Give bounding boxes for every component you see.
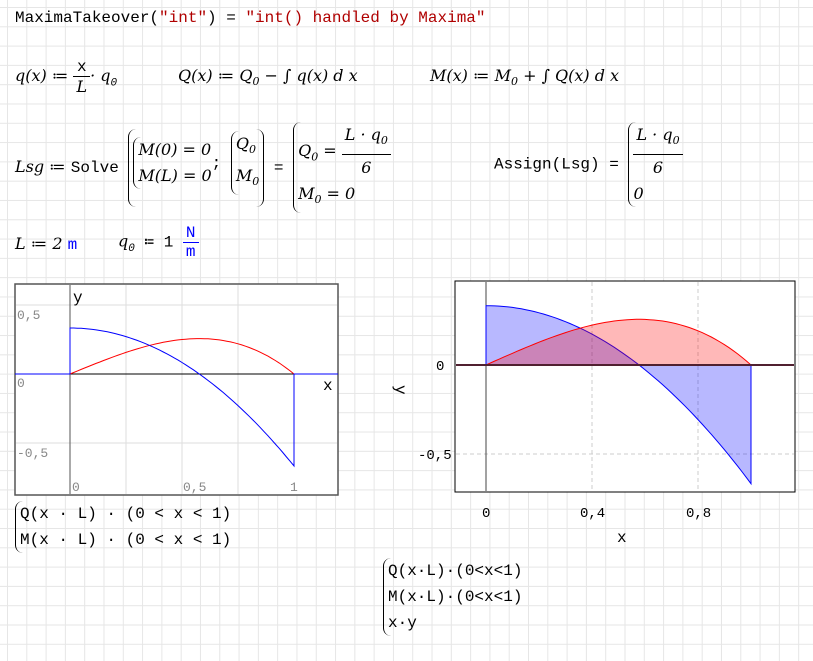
fn-name: MaximaTakeover (15, 9, 150, 27)
M-lhs: M(x) ≔ M (430, 66, 511, 85)
y-axis-label: y (73, 289, 83, 307)
L-label: L ≔ 2 (15, 234, 68, 253)
ytick: -0,5 (418, 448, 452, 464)
q-tail: · q (90, 66, 111, 86)
x-axis-label: x (323, 377, 333, 395)
q0-label: q (118, 231, 129, 251)
x-axis-label: x (617, 529, 627, 547)
xtick: 0 (72, 480, 80, 495)
L-unit: m (67, 236, 78, 254)
assign-result: L · q0 6 0 (628, 122, 683, 208)
Q-tail: − ∫ q(x) d x (259, 66, 358, 85)
series-M-area (485, 318, 753, 366)
y-axis-label: y (391, 385, 409, 395)
legend-xy: x·y (388, 614, 417, 632)
assign-expression[interactable]: Assign(Lsg) = L · q0 6 0 (494, 122, 683, 208)
plot1-legend[interactable]: Q(x · L) · (0 < x < 1) M(x · L) · (0 < x … (15, 501, 231, 553)
Q-lhs: Q(x) ≔ Q (178, 66, 253, 85)
q-definition[interactable]: q(x) ≔ x L · q0 (15, 58, 118, 96)
series-Q-area (485, 305, 752, 486)
L-definition[interactable]: L ≔ 2 m (15, 234, 77, 254)
solve-fn: Solve (70, 158, 119, 177)
legend-Q: Q(x·L)·(0<x<1) (388, 562, 523, 580)
series-Q-line (15, 327, 338, 468)
M-tail: + ∫ Q(x) d x (517, 66, 620, 85)
ytick: 0 (17, 376, 25, 391)
result: "int() handled by Maxima" (245, 9, 486, 27)
legend-M: M(x · L) · (0 < x < 1) (20, 531, 232, 549)
xtick: 0,8 (686, 506, 711, 522)
xtick: 0,4 (580, 506, 605, 522)
legend-Q: Q(x · L) · (0 < x < 1) (20, 505, 232, 523)
xtick: 0,5 (183, 480, 206, 495)
plot2-legend[interactable]: Q(x·L)·(0<x<1) M(x·L)·(0<x<1) x·y (383, 558, 522, 636)
ytick: -0,5 (17, 446, 48, 461)
solve-args: M(0) = 0 M(L) = 0; Q0 M0 (128, 128, 265, 207)
legend-M: M(x·L)·(0<x<1) (388, 588, 523, 606)
ytick: 0,5 (17, 308, 40, 323)
plot2-frame (454, 280, 796, 493)
q0-val: ≔ 1 (134, 233, 183, 252)
solve-result: Q0 = L · q0 6 M0 = 0 (293, 122, 391, 214)
q-lhs: q(x) ≔ (15, 66, 74, 86)
plot1-frame (14, 283, 339, 496)
solve-expression[interactable]: Lsg ≔ Solve M(0) = 0 M(L) = 0; Q0 M0 = Q0 … (15, 122, 391, 214)
M-definition[interactable]: M(x) ≔ M0 + ∫ Q(x) d x (430, 66, 620, 89)
ytick: 0 (436, 359, 444, 375)
xtick: 0 (482, 506, 490, 522)
xtick: 1 (290, 480, 298, 495)
lsg-lhs: Lsg ≔ (15, 156, 71, 176)
arg: "int" (159, 9, 208, 27)
assign-lhs: Assign(Lsg) = (494, 155, 619, 174)
maxima-takeover-expr[interactable]: MaximaTakeover("int") = "int() handled b… (15, 9, 486, 27)
series-M-line (15, 338, 295, 375)
Q-definition[interactable]: Q(x) ≔ Q0 − ∫ q(x) d x (178, 66, 358, 89)
